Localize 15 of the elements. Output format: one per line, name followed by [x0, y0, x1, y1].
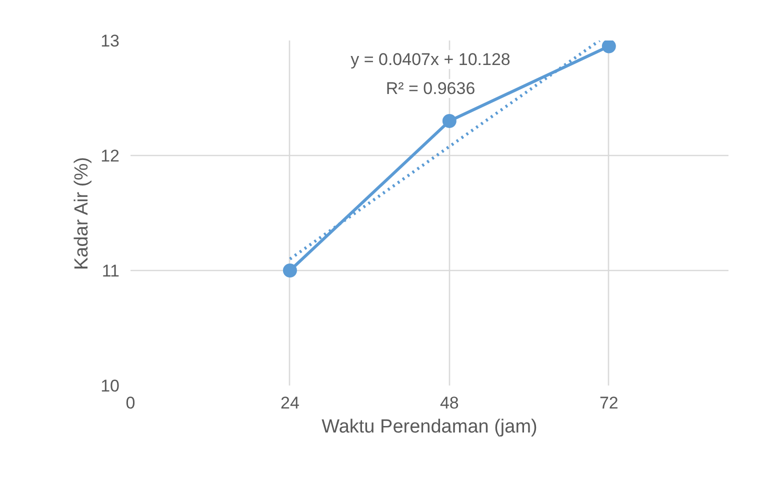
y-axis-title: Kadar Air (%)	[72, 157, 93, 270]
annotation: R² = 0.9636	[386, 79, 476, 98]
y-tick-label: 12	[100, 146, 120, 166]
annotation: y = 0.0407x + 10.128	[350, 50, 510, 69]
point	[602, 40, 616, 54]
x-tick-label: 24	[280, 394, 300, 412]
x-tick-label: 0	[126, 394, 136, 412]
point	[442, 114, 456, 128]
y-tick-label: 10	[100, 376, 120, 396]
x-tick-label: 48	[440, 394, 459, 412]
x-tick-label: 72	[599, 394, 618, 412]
y-tick-label: 11	[102, 262, 120, 280]
point	[282, 264, 297, 278]
x-axis-title: Waktu Perendaman (jam)	[322, 416, 538, 438]
y-tick-label: 13	[100, 32, 120, 50]
